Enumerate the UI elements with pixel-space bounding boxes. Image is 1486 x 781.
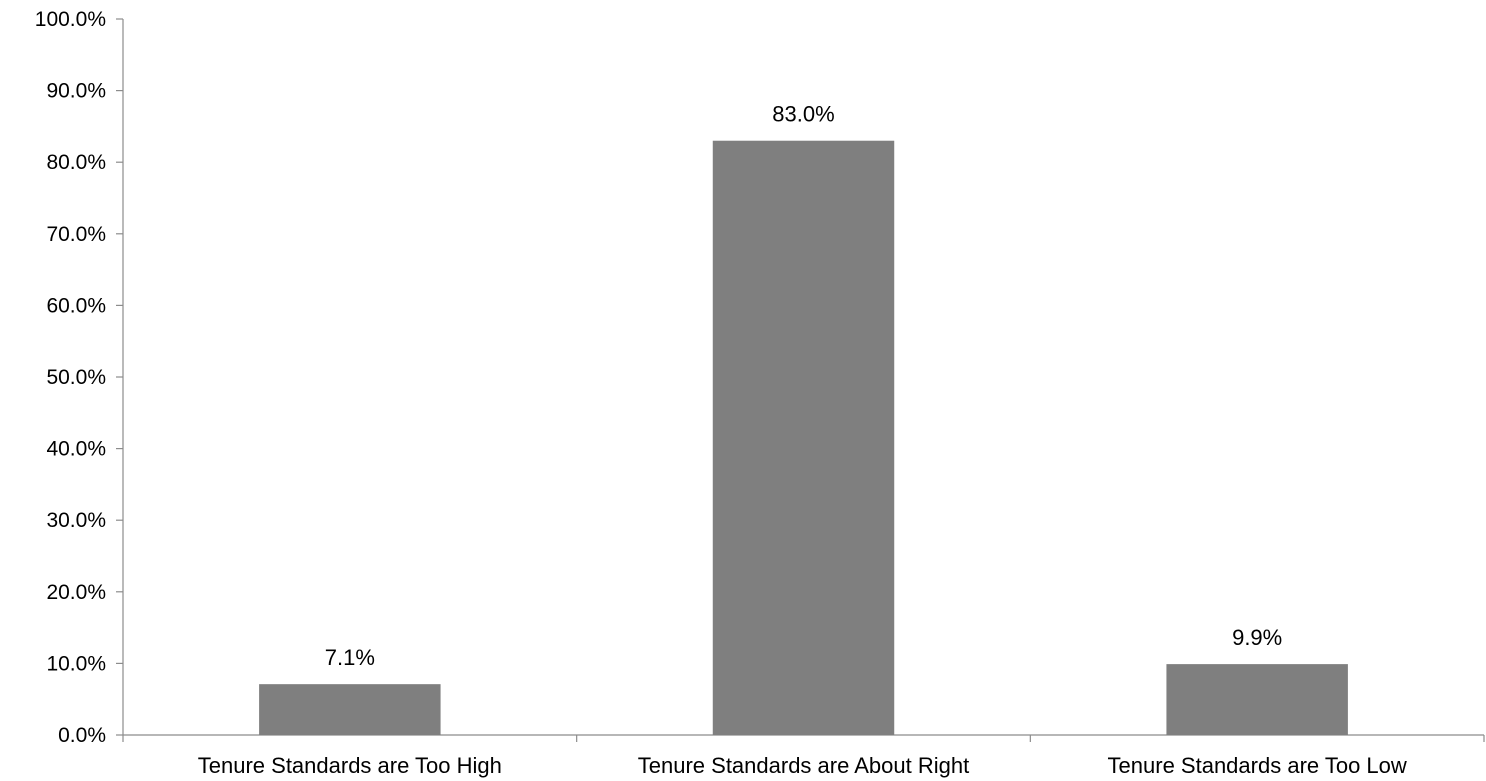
- x-category-label: Tenure Standards are About Right: [638, 753, 969, 778]
- y-tick-label: 80.0%: [46, 151, 106, 174]
- y-tick-label: 60.0%: [46, 294, 106, 317]
- y-axis: 0.0% 10.0% 20.0% 30.0% 40.0% 50.0% 60.0% 70.0% 8…: [35, 8, 124, 747]
- y-tick-label: 20.0%: [46, 581, 106, 604]
- y-tick-label: 100.0%: [35, 8, 106, 31]
- y-tick-label: 0.0%: [58, 724, 106, 747]
- bars: [259, 140, 1348, 736]
- x-category-label: Tenure Standards are Too Low: [1108, 753, 1407, 778]
- x-axis: Tenure Standards are Too High Tenure Stan…: [122, 734, 1485, 778]
- y-tick-label: 90.0%: [46, 80, 106, 103]
- data-labels: 7.1% 83.0% 9.9%: [325, 102, 1282, 670]
- bar: [259, 684, 441, 735]
- y-tick-label: 40.0%: [46, 438, 106, 461]
- bar: [1166, 664, 1348, 735]
- x-category-label: Tenure Standards are Too High: [198, 753, 502, 778]
- bar-value-label: 83.0%: [772, 102, 834, 127]
- y-tick-label: 10.0%: [46, 652, 106, 675]
- bar-value-label: 9.9%: [1232, 625, 1282, 650]
- bar: [712, 140, 895, 736]
- y-tick-label: 30.0%: [46, 509, 106, 532]
- bar-value-label: 7.1%: [325, 645, 375, 670]
- y-tick-label: 70.0%: [46, 223, 106, 246]
- y-tick-label: 50.0%: [46, 366, 106, 389]
